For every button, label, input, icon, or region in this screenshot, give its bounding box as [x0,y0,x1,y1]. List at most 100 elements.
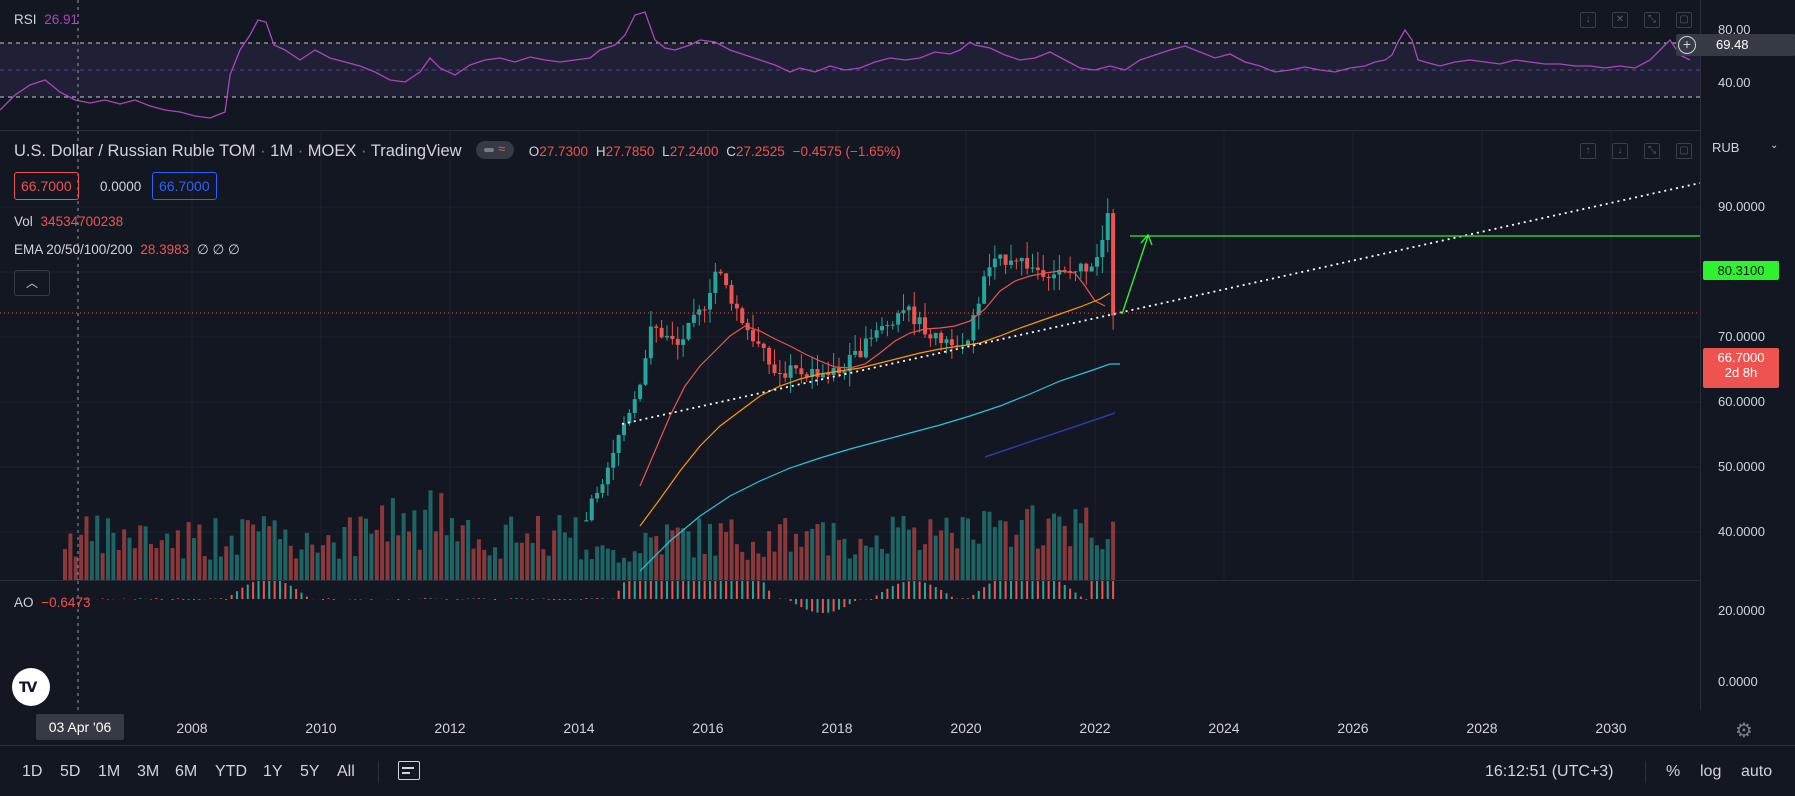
volume-bar [74,557,78,580]
candle-body [1025,258,1029,269]
candle-body [1106,213,1110,240]
currency-dropdown-icon[interactable]: ⌄ [1770,140,1778,151]
add-alert-icon[interactable]: + [1678,36,1696,54]
ao-bar [725,581,727,599]
x-label-2018: 2018 [821,720,852,736]
volume-bar [246,520,250,580]
volume-bar [509,517,513,580]
range-3m[interactable]: 3M [137,763,159,781]
date-range-calendar-icon[interactable] [398,761,420,780]
ema-legend[interactable]: EMA 20/50/100/200 28.3983 ∅ ∅ ∅ [14,242,240,258]
candle-body [724,273,728,285]
market-status-icon[interactable]: ≈ [476,141,514,159]
candle-body [907,306,911,310]
candle-body [590,499,594,521]
volume-bar [660,554,664,580]
candle-body [681,339,685,345]
range-all[interactable]: All [337,763,355,781]
candle-body [649,327,653,359]
volume-bar [1020,520,1024,580]
symbol-exchange: MOEX [308,142,357,160]
log-scale-toggle[interactable]: log [1700,763,1721,781]
candle-body [945,339,949,343]
main-move-up-icon[interactable]: ↑ [1580,143,1596,159]
clock-time[interactable]: 16:12:51 (UTC+3) [1485,763,1614,781]
buy-price-button[interactable]: 66.7000 [152,172,217,200]
volume-bar [337,559,341,580]
ao-bar [747,581,749,599]
ao-bar [983,587,985,599]
ao-bar [838,599,840,610]
volume-bar [316,553,320,580]
volume-bar [848,558,852,580]
volume-bar [1047,519,1051,580]
main-move-down-icon[interactable]: ↓ [1612,143,1628,159]
ao-bar [962,598,964,599]
candle-body [950,339,954,345]
symbol-name[interactable]: U.S. Dollar / Russian Ruble TOM [14,142,255,160]
x-label-2030: 2030 [1595,720,1626,736]
candle-body [735,304,739,309]
volume-bar [138,526,142,580]
volume-bar [579,559,583,580]
rsi-legend: RSI 26.91 [14,12,78,27]
main-maximize-icon[interactable]: ▢ [1676,143,1692,159]
volume-legend[interactable]: Vol 34534700238 [14,214,123,229]
ao-bar [252,582,254,599]
range-5y[interactable]: 5Y [300,763,320,781]
last-price-tag: 66.7000 2d 8h [1703,348,1779,388]
candle-body [799,368,803,374]
candle-body [584,520,588,521]
ao-bar [209,598,211,599]
candle-body [622,423,626,435]
price-axis-border [1700,0,1701,710]
range-ytd[interactable]: YTD [215,763,247,781]
percent-scale-toggle[interactable]: % [1666,763,1680,781]
tradingview-logo[interactable]: TV [12,668,50,706]
range-1m[interactable]: 1M [98,763,120,781]
volume-bar [1025,509,1029,580]
volume-bar [1084,508,1088,580]
range-5d[interactable]: 5D [60,763,80,781]
sell-price-button[interactable]: 66.7000 [14,172,79,200]
range-1y[interactable]: 1Y [263,763,283,781]
ao-bar [521,598,523,599]
rsi-maximize-icon[interactable]: ▢ [1676,12,1692,28]
candle-body [756,341,760,344]
candle-body [842,371,846,373]
auto-scale-toggle[interactable]: auto [1741,763,1772,781]
volume-bar [923,544,927,580]
x-label-2022: 2022 [1079,720,1110,736]
volume-bar [429,490,433,580]
range-6m[interactable]: 6M [175,763,197,781]
candles [584,198,1115,521]
collapse-legend-button[interactable]: ︿ [14,270,50,296]
candle-body [751,330,755,341]
rsi-remove-icon[interactable]: ✕ [1612,12,1628,28]
candle-body [611,453,615,468]
currency-label[interactable]: RUB [1712,140,1739,155]
ohlc-values: O27.7300 H27.7850 L27.2400 C27.2525 −0.4… [529,144,901,159]
main-collapse-icon[interactable]: ⤡ [1644,143,1660,159]
ao-bar [220,598,222,599]
x-label-2028: 2028 [1466,720,1497,736]
chart-settings-gear-icon[interactable]: ⚙ [1735,718,1753,742]
ao-axis-20: 20.0000 [1718,603,1765,618]
volume-bar [1031,505,1035,580]
volume-bar [945,518,949,580]
volume-bar [816,524,820,580]
ao-bar [1101,581,1103,599]
candle-body [794,365,798,368]
volume-bar [1074,509,1078,580]
main-chart-pane[interactable]: U.S. Dollar / Russian Ruble TOM · 1M · M… [0,131,1700,580]
rsi-pane[interactable]: RSI 26.91 ↓ ✕ ⤡ ▢ [0,0,1700,130]
range-1d[interactable]: 1D [22,763,42,781]
ao-pane[interactable]: AO −0.6473 TV [0,581,1700,710]
volume-bar [203,556,207,580]
rsi-collapse-icon[interactable]: ⤡ [1644,12,1660,28]
ao-bar [150,599,152,600]
rsi-move-down-icon[interactable]: ↓ [1580,12,1596,28]
ao-bar [639,581,641,599]
volume-bar [971,540,975,580]
ao-bar [193,599,195,600]
